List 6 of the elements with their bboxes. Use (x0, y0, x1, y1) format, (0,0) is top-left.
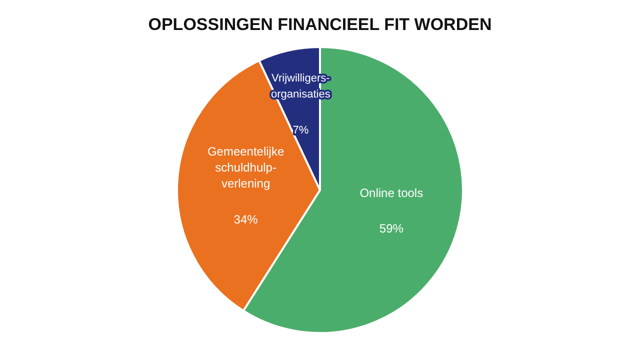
slice-label: Gemeentelijke schuldhulp-verlening (207, 144, 284, 190)
data-label: 7% (292, 124, 309, 136)
slice-label: Online tools (360, 186, 424, 200)
data-label: 34% (234, 212, 258, 226)
data-label: 59% (379, 222, 404, 236)
chart-title: OPLOSSINGEN FINANCIEEL FIT WORDEN (148, 15, 492, 34)
